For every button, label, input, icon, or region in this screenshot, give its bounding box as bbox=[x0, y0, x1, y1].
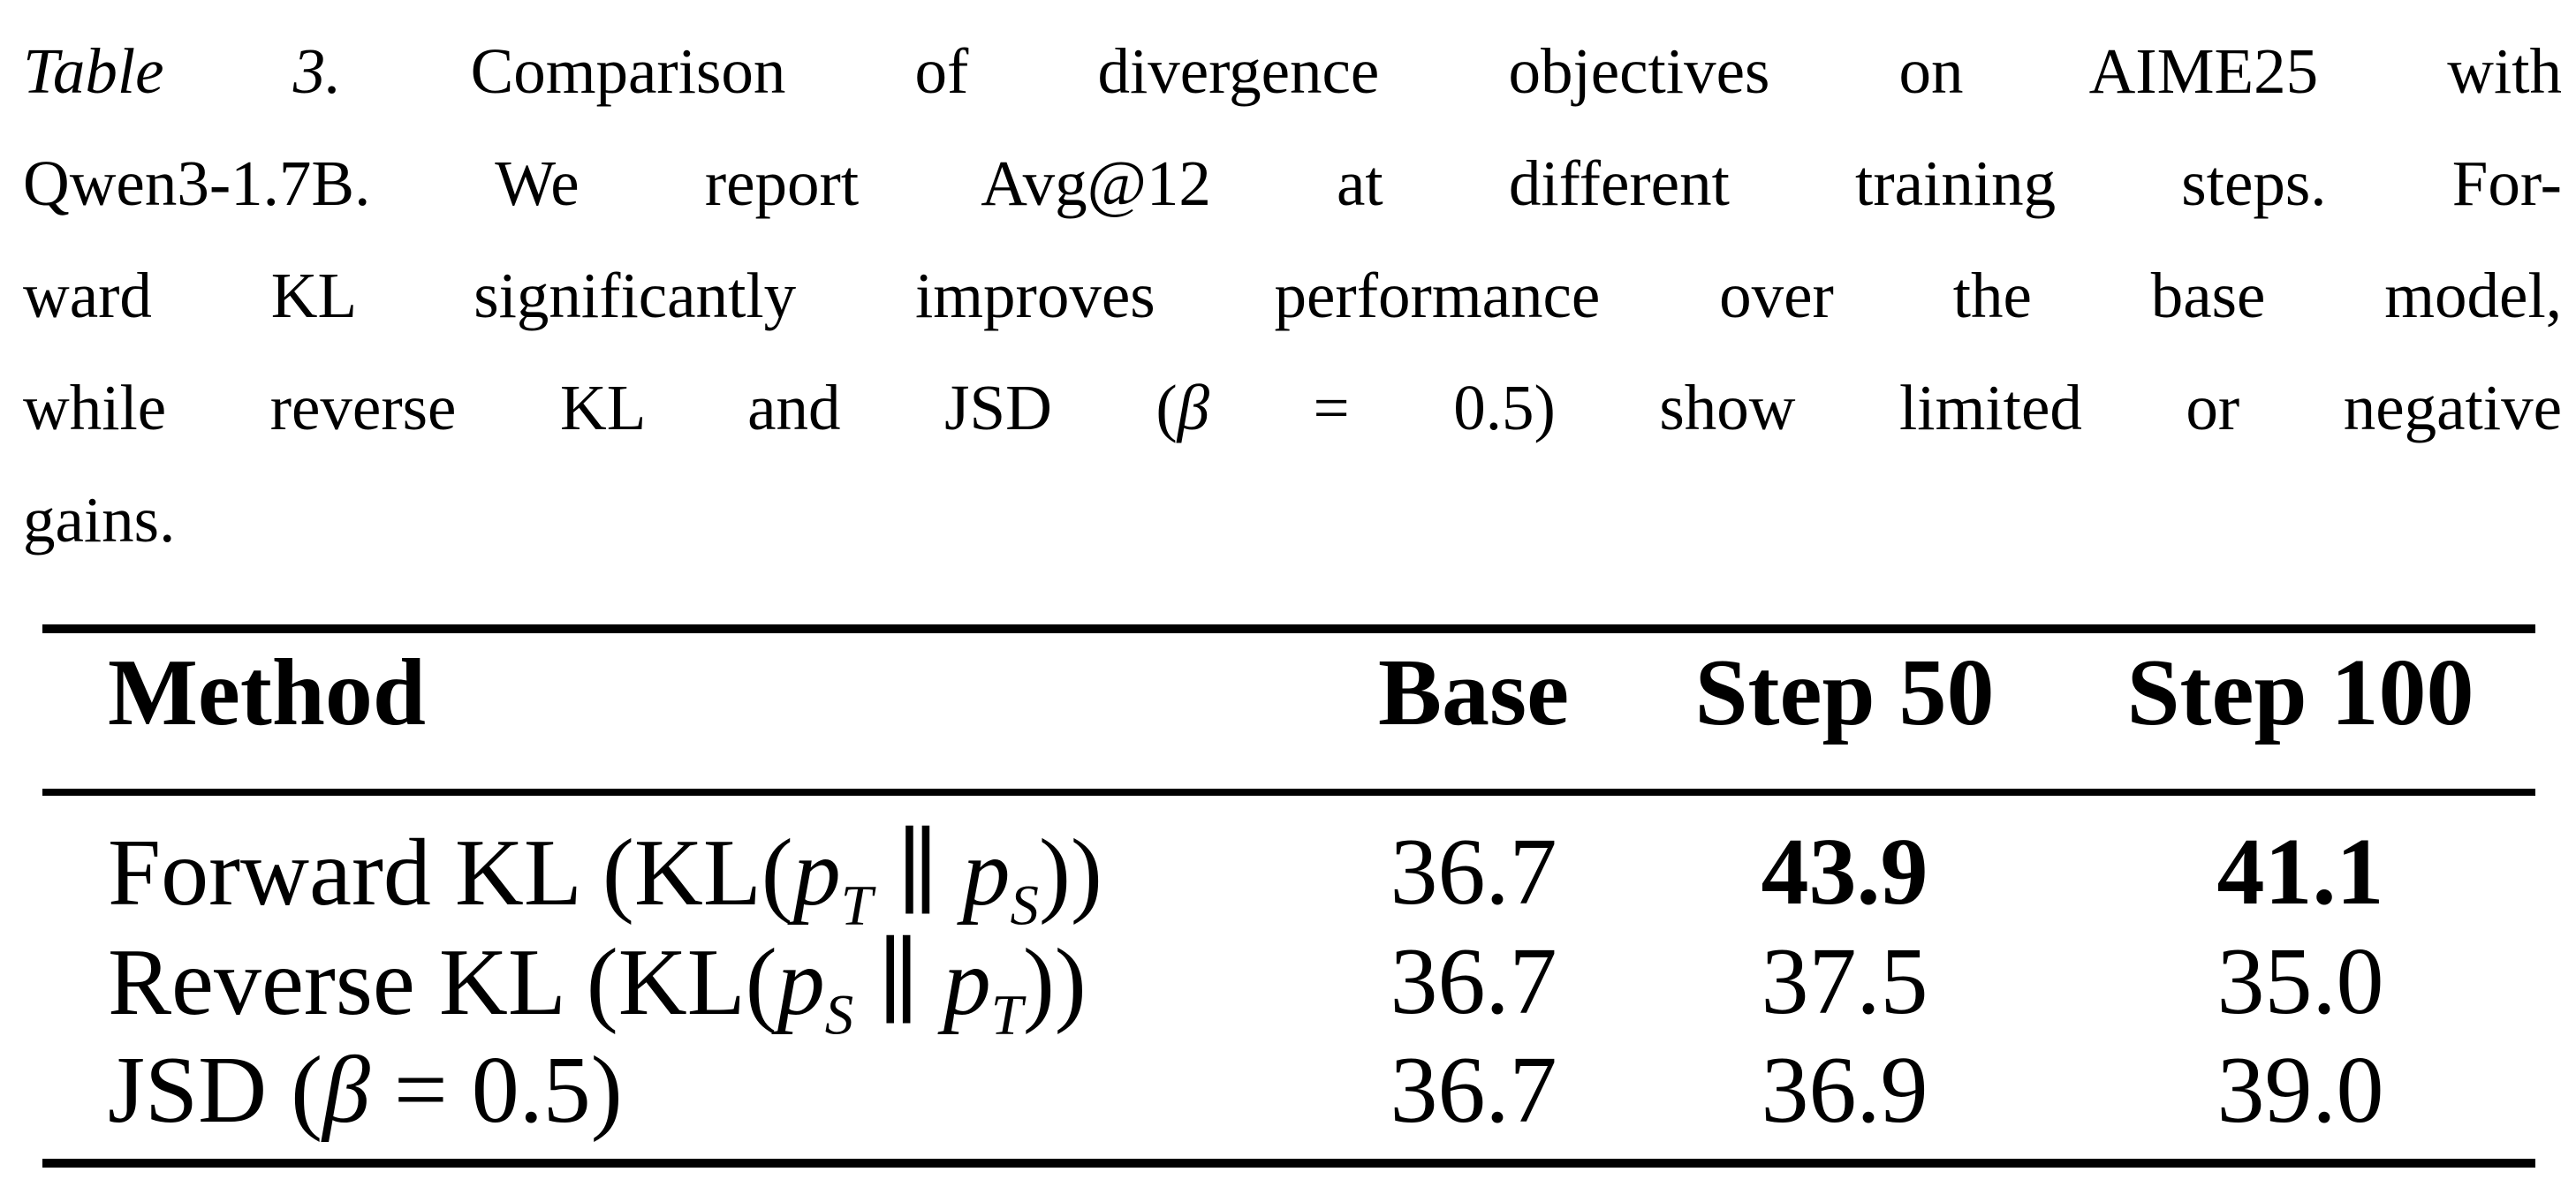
method-cell: JSD (β = 0.5) bbox=[42, 1036, 1323, 1145]
table-body: Forward KL (KL(pT ∥ pS)) 36.7 43.9 41.1 Re… bbox=[42, 796, 2535, 1159]
value-base: 36.7 bbox=[1390, 820, 1557, 925]
method-text: Reverse KL (KL( bbox=[108, 930, 777, 1035]
math-p-teacher: p bbox=[792, 820, 841, 926]
math-p-student: p bbox=[962, 820, 1011, 926]
caption-line-2-text: Qwen3-1.7B. We report Avg@12 at differen… bbox=[23, 147, 2562, 219]
col-header-base: Base bbox=[1378, 640, 1569, 745]
caption-line-3-text: ward KL significantly improves performan… bbox=[23, 260, 2562, 331]
math-sub-S: S bbox=[1010, 873, 1039, 938]
table-header-row: Method Base Step 50 Step 100 bbox=[42, 633, 2535, 789]
caption-line-4: while reverse KL and JSD (β = 0.5) show … bbox=[23, 352, 2562, 464]
method-text-close: )) bbox=[1022, 930, 1087, 1035]
method-cell: Reverse KL (KL(pS ∥ pT)) bbox=[42, 926, 1323, 1044]
table-mid-rule bbox=[42, 789, 2535, 796]
caption-line-4-pre: while reverse KL and JSD ( bbox=[23, 372, 1178, 443]
caption-line-4-post: = 0.5) show limited or negative bbox=[1209, 372, 2562, 443]
value-base: 36.7 bbox=[1390, 929, 1557, 1034]
method-text: JSD ( bbox=[108, 1038, 323, 1143]
math-sub-S: S bbox=[824, 983, 854, 1047]
value-step-100: 41.1 bbox=[2216, 820, 2384, 925]
method-text-close: = 0.5) bbox=[369, 1038, 623, 1143]
results-table: Method Base Step 50 Step 100 Forward KL … bbox=[42, 624, 2535, 1168]
table-top-rule bbox=[42, 624, 2535, 633]
value-base: 36.7 bbox=[1390, 1038, 1557, 1143]
parallel-symbol: ∥ bbox=[876, 930, 921, 1035]
col-header-step-50: Step 50 bbox=[1694, 640, 1995, 745]
value-step-100: 35.0 bbox=[2216, 929, 2384, 1034]
beta-symbol: β bbox=[322, 1038, 370, 1143]
method-cell: Forward KL (KL(pT ∥ pS)) bbox=[42, 817, 1323, 934]
caption-line-1: Table 3. Comparison of divergence object… bbox=[23, 15, 2562, 127]
caption-line-1-text: Comparison of divergence objectives on A… bbox=[470, 35, 2563, 107]
math-sub-T: T bbox=[990, 983, 1023, 1047]
caption-line-3: ward KL significantly improves performan… bbox=[23, 239, 2562, 352]
parallel-symbol: ∥ bbox=[895, 820, 940, 926]
value-step-50: 36.9 bbox=[1761, 1038, 1928, 1143]
value-step-50: 43.9 bbox=[1761, 820, 1928, 925]
table-row-reverse-kl: Reverse KL (KL(pS ∥ pT)) 36.7 37.5 35.0 bbox=[42, 926, 2535, 1044]
method-text-close: )) bbox=[1038, 820, 1102, 926]
table-row-jsd: JSD (β = 0.5) 36.7 36.9 39.0 bbox=[42, 1036, 2535, 1145]
value-step-50: 37.5 bbox=[1761, 929, 1928, 1034]
method-text: Forward KL (KL( bbox=[108, 820, 793, 926]
table-row-forward-kl: Forward KL (KL(pT ∥ pS)) 36.7 43.9 41.1 bbox=[42, 817, 2535, 934]
caption-line-5: gains. bbox=[23, 464, 2562, 576]
caption-label: Table 3. bbox=[23, 35, 342, 107]
col-header-method: Method bbox=[108, 640, 426, 745]
caption-line-2: Qwen3-1.7B. We report Avg@12 at differen… bbox=[23, 127, 2562, 239]
table-bottom-rule bbox=[42, 1159, 2535, 1168]
col-header-step-100: Step 100 bbox=[2126, 640, 2474, 745]
math-p-teacher: p bbox=[943, 930, 991, 1035]
table-caption: Table 3. Comparison of divergence object… bbox=[23, 15, 2562, 576]
beta-symbol: β bbox=[1177, 372, 1210, 443]
caption-line-5-text: gains. bbox=[23, 484, 176, 556]
math-p-student: p bbox=[777, 930, 825, 1035]
math-sub-T: T bbox=[840, 873, 873, 938]
value-step-100: 39.0 bbox=[2216, 1038, 2384, 1143]
